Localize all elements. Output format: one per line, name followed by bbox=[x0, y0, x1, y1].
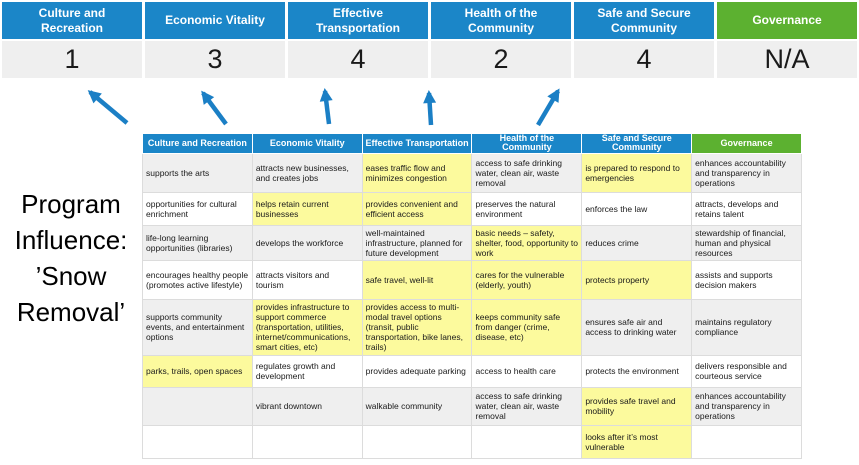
matrix-header-economic-vitality: Economic Vitality bbox=[251, 133, 363, 154]
influence-matrix-table: Culture and Recreation Economic Vitality E… bbox=[142, 133, 802, 459]
program-influence-line: ’Snow bbox=[35, 261, 107, 291]
matrix-header-health-of-the-community: Health of the Community bbox=[471, 133, 583, 154]
matrix-cell-r3-safe-and-secure-community: reduces crime bbox=[581, 224, 693, 261]
matrix-cell-r4-economic-vitality: attracts visitors and tourism bbox=[251, 259, 363, 300]
pillar-score-culture-and-recreation: 1 bbox=[2, 41, 142, 78]
matrix-row-8: looks after it’s most vulnerable bbox=[142, 424, 802, 459]
matrix-cell-r3-health-of-the-community: basic needs – safety, shelter, food, opp… bbox=[471, 224, 583, 261]
matrix-cell-r1-health-of-the-community: access to safe drinking water, clean air… bbox=[471, 152, 583, 193]
matrix-row-5: supports community events, and entertain… bbox=[142, 298, 802, 356]
matrix-row-1: supports the arts attracts new businesses… bbox=[142, 152, 802, 193]
matrix-cell-r2-governance: attracts, develops and retains talent bbox=[691, 191, 802, 226]
program-influence-line: Program bbox=[21, 189, 121, 219]
program-influence-line: Influence: bbox=[14, 225, 128, 255]
matrix-row-7: vibrant downtown walkable community access… bbox=[142, 386, 802, 426]
matrix-cell-r4-effective-transportation: safe travel, well-lit bbox=[361, 259, 473, 300]
pillar-header-culture-and-recreation: Culture and Recreation bbox=[2, 2, 142, 39]
matrix-cell-r2-health-of-the-community: preserves the natural environment bbox=[471, 191, 583, 226]
pillar-score-economic-vitality: 3 bbox=[145, 41, 285, 78]
matrix-cell-r1-economic-vitality: attracts new businesses, and creates job… bbox=[251, 152, 363, 193]
matrix-row-6: parks, trails, open spaces regulates grow… bbox=[142, 354, 802, 388]
matrix-cell-r8-culture-and-recreation bbox=[142, 424, 253, 459]
matrix-cell-r4-health-of-the-community: cares for the vulnerable (elderly, youth… bbox=[471, 259, 583, 300]
influence-arrows bbox=[87, 88, 560, 127]
matrix-cell-r8-governance bbox=[691, 424, 802, 459]
matrix-cell-r1-safe-and-secure-community: is prepared to respond to emergencies bbox=[581, 152, 693, 193]
matrix-cell-r5-governance: maintains regulatory compliance bbox=[691, 298, 802, 356]
program-influence-line: Removal’ bbox=[16, 297, 126, 327]
matrix-cell-r1-governance: enhances accountability and transparency… bbox=[691, 152, 802, 193]
pillar-header-governance: Governance bbox=[717, 2, 857, 39]
pillar-score-effective-transportation: 4 bbox=[288, 41, 428, 78]
matrix-cell-r7-health-of-the-community: access to safe drinking water, clean air… bbox=[471, 386, 583, 426]
arrow-economic-icon bbox=[201, 90, 228, 126]
matrix-header-safe-and-secure-community: Safe and Secure Community bbox=[581, 133, 693, 154]
matrix-cell-r3-governance: stewardship of financial, human and phys… bbox=[691, 224, 802, 261]
matrix-cell-r6-health-of-the-community: access to health care bbox=[471, 354, 583, 388]
matrix-cell-r3-economic-vitality: develops the workforce bbox=[251, 224, 363, 261]
matrix-cell-r2-culture-and-recreation: opportunities for cultural enrichment bbox=[142, 191, 253, 226]
matrix-cell-r2-economic-vitality: helps retain current businesses bbox=[251, 191, 363, 226]
scoreboard: Culture and Recreation Economic Vitality E… bbox=[2, 2, 857, 78]
matrix-cell-r5-culture-and-recreation: supports community events, and entertain… bbox=[142, 298, 253, 356]
matrix-cell-r5-health-of-the-community: keeps community safe from danger (crime,… bbox=[471, 298, 583, 356]
matrix-cell-r7-economic-vitality: vibrant downtown bbox=[251, 386, 363, 426]
matrix-cell-r7-safe-and-secure-community: provides safe travel and mobility bbox=[581, 386, 693, 426]
matrix-cell-r5-effective-transportation: provides access to multi-modal travel op… bbox=[361, 298, 473, 356]
matrix-header-governance: Governance bbox=[691, 133, 802, 154]
matrix-cell-r6-effective-transportation: provides adequate parking bbox=[361, 354, 473, 388]
pillar-score-health-of-the-community: 2 bbox=[431, 41, 571, 78]
matrix-cell-r8-health-of-the-community bbox=[471, 424, 583, 459]
matrix-cell-r5-economic-vitality: provides infrastructure to support comme… bbox=[251, 298, 363, 356]
pillar-header-health-of-the-community: Health of the Community bbox=[431, 2, 571, 39]
pillar-header-safe-and-secure-community: Safe and Secure Community bbox=[574, 2, 714, 39]
matrix-cell-r4-culture-and-recreation: encourages healthy people (promotes acti… bbox=[142, 259, 253, 300]
matrix-cell-r6-culture-and-recreation: parks, trails, open spaces bbox=[142, 354, 253, 388]
matrix-cell-r4-governance: assists and supports decision makers bbox=[691, 259, 802, 300]
arrow-culture-icon bbox=[87, 90, 129, 125]
pillar-score-governance: N/A bbox=[717, 41, 857, 78]
matrix-cell-r1-culture-and-recreation: supports the arts bbox=[142, 152, 253, 193]
matrix-cell-r2-effective-transportation: provides convenient and efficient access bbox=[361, 191, 473, 226]
pillar-header-row: Culture and Recreation Economic Vitality E… bbox=[2, 2, 857, 39]
matrix-row-2: opportunities for cultural enrichment hel… bbox=[142, 191, 802, 226]
matrix-cell-r8-economic-vitality bbox=[251, 424, 363, 459]
matrix-row-3: life-long learning opportunities (librar… bbox=[142, 224, 802, 261]
matrix-row-4: encourages healthy people (promotes acti… bbox=[142, 259, 802, 300]
matrix-cell-r1-effective-transportation: eases traffic flow and minimizes congest… bbox=[361, 152, 473, 193]
matrix-cell-r8-safe-and-secure-community: looks after it’s most vulnerable bbox=[581, 424, 693, 459]
pillar-score-row: 1 3 4 2 4 N/A bbox=[2, 41, 857, 78]
program-influence-label: Program Influence: ’Snow Removal’ bbox=[0, 186, 142, 330]
arrow-transportation-icon bbox=[319, 88, 333, 125]
matrix-cell-r8-effective-transportation bbox=[361, 424, 473, 459]
matrix-header-effective-transportation: Effective Transportation bbox=[361, 133, 473, 154]
matrix-cell-r2-safe-and-secure-community: enforces the law bbox=[581, 191, 693, 226]
pillar-header-economic-vitality: Economic Vitality bbox=[145, 2, 285, 39]
matrix-cell-r3-culture-and-recreation: life-long learning opportunities (librar… bbox=[142, 224, 253, 261]
matrix-cell-r7-effective-transportation: walkable community bbox=[361, 386, 473, 426]
matrix-cell-r4-safe-and-secure-community: protects property bbox=[581, 259, 693, 300]
matrix-cell-r7-governance: enhances accountability and transparency… bbox=[691, 386, 802, 426]
pillar-header-effective-transportation: Effective Transportation bbox=[288, 2, 428, 39]
matrix-header-culture-and-recreation: Culture and Recreation bbox=[142, 133, 253, 154]
arrow-health-icon bbox=[423, 90, 437, 126]
matrix-cell-r6-governance: delivers responsible and courteous servi… bbox=[691, 354, 802, 388]
matrix-cell-r6-economic-vitality: regulates growth and development bbox=[251, 354, 363, 388]
matrix-cell-r3-effective-transportation: well-maintained infrastructure, planned … bbox=[361, 224, 473, 261]
pillar-score-safe-and-secure-community: 4 bbox=[574, 41, 714, 78]
matrix-cell-r6-safe-and-secure-community: protects the environment bbox=[581, 354, 693, 388]
matrix-cell-r5-safe-and-secure-community: ensures safe air and access to drinking … bbox=[581, 298, 693, 356]
matrix-cell-r7-culture-and-recreation bbox=[142, 386, 253, 426]
arrow-safe-icon bbox=[536, 88, 560, 127]
